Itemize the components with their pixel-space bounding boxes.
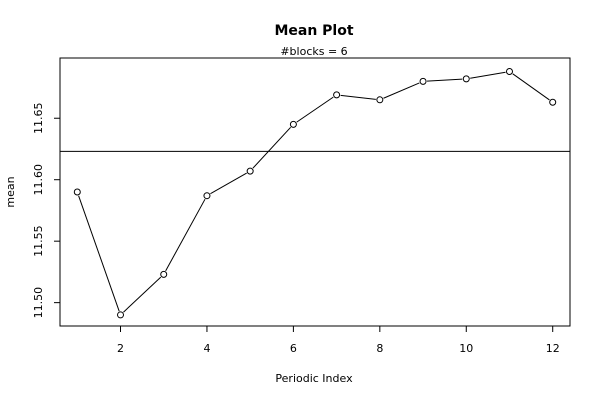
chart-subtitle: #blocks = 6 <box>280 45 347 58</box>
data-point <box>505 68 513 76</box>
x-tick-label: 12 <box>546 342 560 355</box>
data-point <box>376 96 384 104</box>
y-tick-label: 11.65 <box>32 102 45 133</box>
x-axis-label: Periodic Index <box>275 372 353 385</box>
series-segment <box>123 276 162 313</box>
x-tick-label: 8 <box>376 342 383 355</box>
y-tick-label: 11.60 <box>32 164 45 196</box>
data-point <box>333 91 341 99</box>
series-segment <box>512 73 550 101</box>
data-point <box>160 270 168 278</box>
x-axis: 2 4 6 8 10 12 <box>117 326 560 355</box>
series-segment <box>78 195 120 312</box>
x-tick-label: 4 <box>203 342 210 355</box>
x-tick-label: 2 <box>117 342 124 355</box>
data-point <box>73 188 81 196</box>
data-point <box>419 77 427 85</box>
x-tick-label: 10 <box>459 342 473 355</box>
series-segment <box>252 126 292 169</box>
chart-title: Mean Plot <box>274 23 353 39</box>
y-axis: 11.50 11.55 11.60 11.65 <box>32 102 60 318</box>
plot-frame <box>59 57 571 327</box>
data-point <box>203 192 211 200</box>
y-tick-label: 11.55 <box>32 225 45 257</box>
x-tick-label: 6 <box>290 342 297 355</box>
series-segment <box>165 198 206 272</box>
series-segment <box>383 82 420 99</box>
series-segment <box>210 172 247 195</box>
y-tick-label: 11.50 <box>32 287 45 319</box>
y-axis-label: mean <box>4 176 17 207</box>
series-segment <box>340 94 376 100</box>
series-segment <box>470 71 506 79</box>
series-segment <box>296 96 334 123</box>
data-point <box>117 311 125 319</box>
data-points <box>73 68 557 319</box>
data-point <box>462 75 470 83</box>
data-point <box>289 120 297 128</box>
series-segment <box>427 78 463 82</box>
data-point <box>246 167 254 175</box>
data-point <box>549 98 557 106</box>
